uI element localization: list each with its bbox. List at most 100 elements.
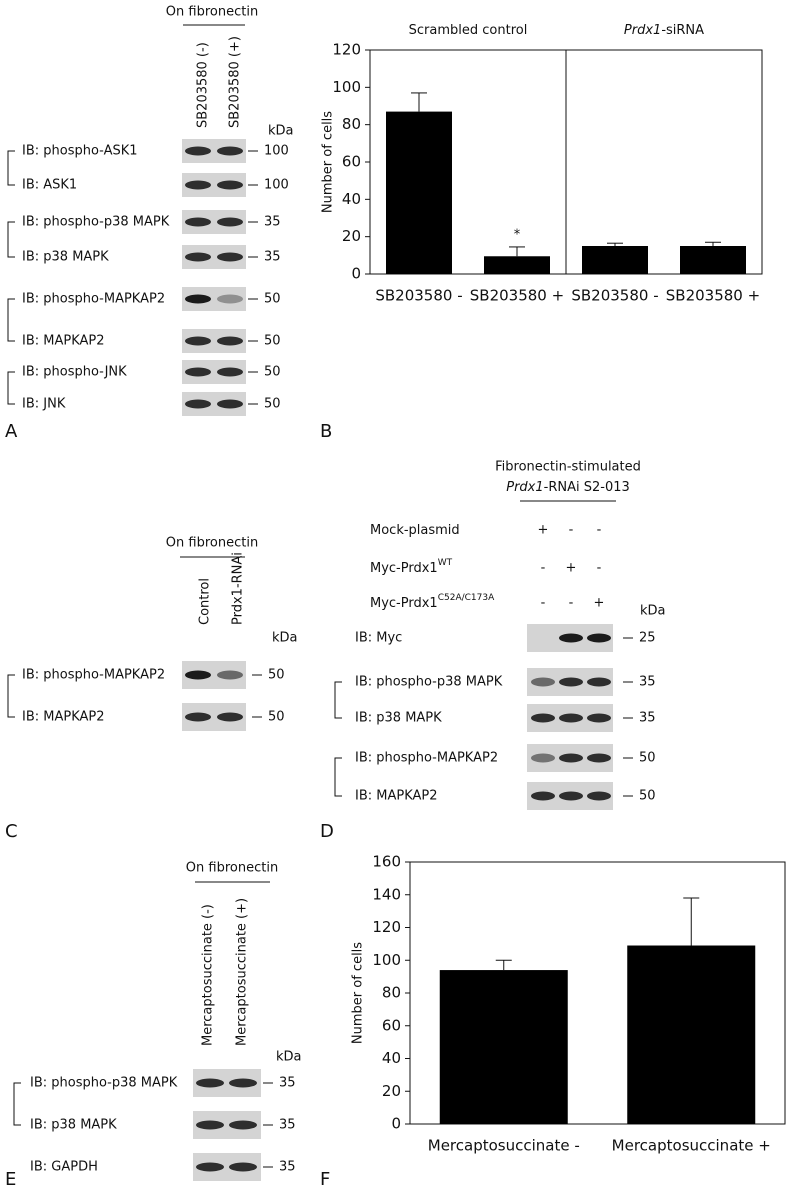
blot-band (587, 753, 611, 763)
kda-label: 50 (264, 397, 281, 412)
blot-header: On fibronectin (186, 861, 278, 876)
blot-band (559, 791, 583, 801)
blot-band (185, 712, 211, 722)
treatment-name: Myc-Prdx1 (370, 561, 438, 576)
lane-label: Control (198, 578, 213, 625)
blot-band (217, 252, 243, 262)
blot-label: IB: MAPKAP2 (22, 710, 105, 725)
error-bar (683, 897, 700, 946)
lane-label: SB203580 (+) (228, 36, 243, 128)
blot-label: IB: ASK1 (22, 178, 77, 193)
bracket (334, 757, 342, 797)
blot-band (217, 670, 243, 680)
treatment-sign: + (566, 561, 577, 576)
blot-band (185, 367, 211, 377)
treatment-sign: + (594, 596, 605, 611)
blot-label: IB: phospho-p38 MAPK (355, 675, 503, 690)
x-tick-label: SB203580 + (666, 287, 760, 305)
blot-band (185, 294, 211, 304)
kda-unit: kDa (272, 631, 298, 646)
blot-label: IB: phospho-p38 MAPK (22, 215, 170, 230)
blot-band (229, 1120, 257, 1130)
treatment-sign: - (569, 596, 574, 611)
treatment-sign: - (597, 561, 602, 576)
blot-band (559, 753, 583, 763)
kda-label: 50 (264, 334, 281, 349)
bracket (7, 150, 15, 186)
blot-label: IB: Myc (355, 631, 402, 646)
y-tick-label: 40 (382, 1049, 401, 1067)
treatment-sup: C52A/C173A (438, 593, 495, 603)
kda-label: 50 (264, 365, 281, 380)
error-bar (509, 246, 525, 257)
bar (582, 246, 648, 274)
x-tick-label: Mercaptosuccinate - (428, 1137, 580, 1155)
blot-band (531, 753, 555, 763)
bar (386, 111, 452, 274)
treatment-label: Myc-Prdx1C52A/C173A (370, 593, 495, 611)
bracket (7, 674, 15, 718)
blot-band (217, 146, 243, 156)
x-tick-label: SB203580 - (375, 287, 462, 305)
kda-label: 35 (639, 711, 656, 726)
blot-band (531, 677, 555, 687)
blot-band (196, 1078, 224, 1088)
kda-label: 35 (264, 250, 281, 265)
y-tick-label: 120 (332, 41, 361, 59)
blot-band (559, 713, 583, 723)
blot-band (185, 399, 211, 409)
blot-label: IB: JNK (22, 397, 66, 412)
y-tick-label: 20 (342, 227, 361, 245)
blot-band (185, 217, 211, 227)
error-bar (411, 92, 427, 112)
blot-label: IB: phospho-MAPKAP2 (22, 668, 165, 683)
treatment-sign: - (569, 523, 574, 538)
treatment-sign: + (538, 523, 549, 538)
y-tick-label: 60 (342, 153, 361, 171)
blot-band (217, 399, 243, 409)
kda-label: 50 (639, 751, 656, 766)
blot-header: Fibronectin-stimulated (495, 460, 641, 475)
bar (627, 945, 756, 1124)
y-tick-label: 100 (372, 951, 401, 969)
treatment-sign: - (541, 596, 546, 611)
blot-header: On fibronectin (166, 5, 258, 20)
kda-label: 100 (264, 178, 289, 193)
treatment-sign: - (597, 523, 602, 538)
group-label-text: -siRNA (661, 23, 704, 38)
group-label: Prdx1-siRNA (624, 23, 704, 38)
y-tick-label: 80 (382, 984, 401, 1002)
blot-header: On fibronectin (166, 536, 258, 551)
error-bar (495, 959, 512, 971)
kda-label: 35 (279, 1160, 296, 1175)
bracket (334, 681, 342, 719)
blot-label: IB: p38 MAPK (22, 250, 109, 265)
blot-band (217, 294, 243, 304)
blot-band (217, 336, 243, 346)
blot-band (185, 336, 211, 346)
x-tick-label: Mercaptosuccinate + (612, 1137, 771, 1155)
blot-label: IB: phospho-ASK1 (22, 144, 138, 159)
group-label-italic: Prdx1 (624, 23, 661, 38)
y-tick-label: 140 (372, 885, 401, 903)
blot-label: IB: p38 MAPK (30, 1118, 117, 1133)
bracket (7, 221, 15, 258)
blot-label: IB: MAPKAP2 (355, 789, 438, 804)
kda-unit: kDa (640, 604, 666, 619)
group-label-text: Scrambled control (409, 23, 528, 38)
kda-label: 25 (639, 631, 656, 646)
blot-band (587, 633, 611, 643)
lane-label: Mercaptosuccinate (-) (201, 904, 216, 1046)
blot-band (217, 367, 243, 377)
blot-band (559, 677, 583, 687)
blot-label: IB: phospho-JNK (22, 365, 127, 380)
blot-band (185, 180, 211, 190)
y-tick-label: 0 (391, 1115, 401, 1133)
blot-band (217, 217, 243, 227)
blot-band (196, 1120, 224, 1130)
blot-header: Prdx1-RNAi S2-013 (506, 480, 630, 495)
y-tick-label: 160 (372, 853, 401, 871)
annotation: * (514, 227, 521, 242)
blot-band (217, 712, 243, 722)
